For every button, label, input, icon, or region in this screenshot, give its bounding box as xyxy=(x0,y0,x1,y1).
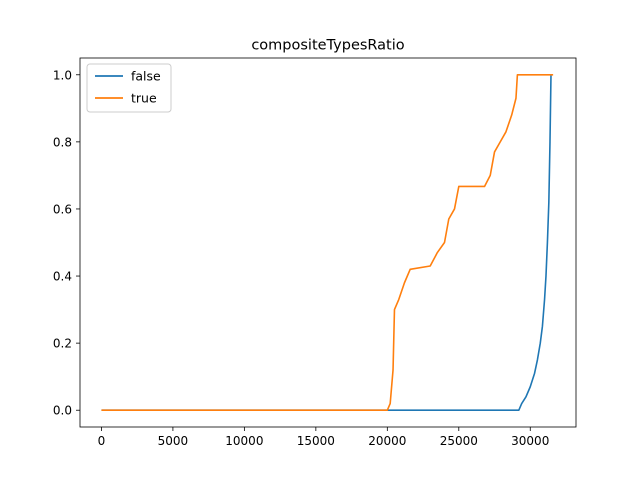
axes-frame xyxy=(79,57,577,428)
x-tick-label: 0 xyxy=(98,434,106,448)
x-tick-label: 20000 xyxy=(368,434,406,448)
legend-label-false: false xyxy=(131,69,161,84)
y-tick-label: 0.4 xyxy=(53,270,72,284)
x-tick-label: 25000 xyxy=(440,434,478,448)
y-tick-label: 0.6 xyxy=(53,202,72,216)
y-tick-label: 0.0 xyxy=(53,404,72,418)
series-line-false xyxy=(101,74,552,412)
x-tick-label: 5000 xyxy=(158,434,189,448)
axes: 0 5000 10000 15000 20000 25000 30000 0.0 0.2 0.4 0… xyxy=(53,57,577,448)
x-tick-label: 30000 xyxy=(511,434,549,448)
y-tick-label: 0.2 xyxy=(53,337,72,351)
legend-label-true: true xyxy=(131,91,157,106)
y-tick-label: 0.8 xyxy=(53,135,72,149)
series-line-true xyxy=(101,73,554,412)
chart-title: compositeTypesRatio xyxy=(251,38,404,54)
x-tick-label: 15000 xyxy=(297,434,335,448)
plot-area xyxy=(101,73,554,412)
y-tick-label: 1.0 xyxy=(53,68,72,82)
legend: false true xyxy=(86,63,172,113)
x-tick-label: 10000 xyxy=(225,434,263,448)
